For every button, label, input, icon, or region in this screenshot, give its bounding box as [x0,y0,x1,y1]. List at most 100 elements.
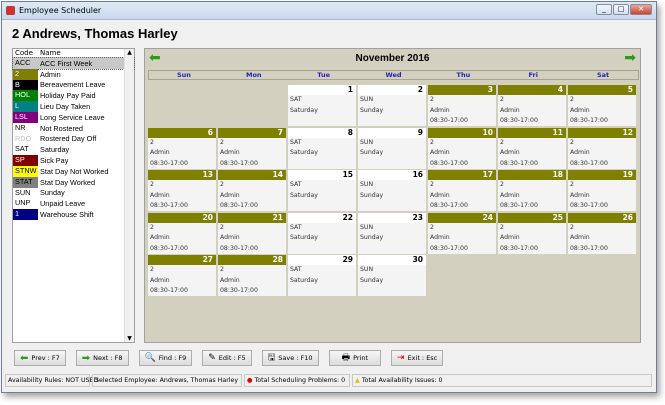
day-entry-line: 08:30-17:00 [570,244,608,252]
day-cell[interactable]: 23 SUN Sunday [358,212,426,254]
day-entry-line: Admin [500,234,520,241]
day-cell[interactable]: 7 2 Admin 08:30-17:00 [218,127,286,169]
prev-button[interactable]: ⬅ Prev : F7 [14,350,66,366]
day-cell[interactable]: 14 2 Admin 08:30-17:00 [218,170,286,211]
day-entry-line: Admin [150,149,170,156]
day-cell[interactable]: 16 SUN Sunday [358,170,426,211]
day-entry-line: SAT [290,223,302,231]
day-cell[interactable]: 2 SUN Sunday [358,85,426,126]
day-entry-line: 2 [430,223,434,231]
prev-label: Prev : F7 [31,354,60,362]
close-button[interactable]: ✕ [630,4,652,15]
weekday-label: Wed [385,71,402,79]
day-cell[interactable]: 8 SAT Saturday [288,127,356,169]
col-name[interactable]: Name [40,49,61,57]
day-cell[interactable]: 18 2 Admin 08:30-17:00 [498,170,566,211]
list-item[interactable]: L Lieu Day Taken [13,101,134,112]
day-number: 11 [498,127,566,138]
next-month-arrow-icon[interactable]: ➡ [624,50,636,66]
save-icon: 🖫 [267,353,276,363]
printer-icon: 🖶 [341,353,351,363]
day-number: 28 [218,255,286,265]
day-cell[interactable]: 15 SAT Saturday [288,170,356,211]
day-entry-line: Sunday [360,276,384,284]
day-entry-line: Saturday [290,191,318,199]
list-scrollbar[interactable]: ▲ ▼ [124,49,134,342]
day-cell[interactable]: 11 2 Admin 08:30-17:00 [498,127,566,169]
weekday-header: Sun Mon Tue Wed Thu Fri Sat [148,70,639,80]
item-code: SUN [13,187,38,199]
item-name: Stat Day Worked [40,177,96,187]
day-entry-line: Sunday [360,191,384,199]
prev-month-arrow-icon[interactable]: ⬅ [149,50,161,66]
day-number: 5 [568,85,636,95]
list-item[interactable]: SAT Saturday [13,144,134,156]
item-code: B [13,79,38,91]
day-cell[interactable]: 27 2 Admin 08:30-17:00 [148,255,216,296]
day-cell[interactable]: 22 SAT Saturday [288,212,356,254]
day-cell[interactable]: 3 2 Admin 08:30-17:00 [428,85,496,126]
save-button[interactable]: 🖫 Save : F10 [261,350,319,366]
day-cell[interactable]: 19 2 Admin 08:30-17:00 [568,170,636,211]
day-cell[interactable]: 13 2 Admin 08:30-17:00 [148,170,216,211]
day-cell[interactable]: 4 2 Admin 08:30-17:00 [498,85,566,126]
day-cell[interactable]: 30 SUN Sunday [358,255,426,296]
edit-button[interactable]: ✎ Edit : F5 [202,350,252,366]
day-entry-line: 2 [150,266,154,273]
list-item[interactable]: LSL Long Service Leave [13,111,134,123]
list-item[interactable]: HOL Holiday Pay Paid [13,90,134,102]
list-item[interactable]: NR Not Rostered [13,122,134,134]
day-entry-line: Saturday [290,106,318,114]
day-entry-line: SAT [290,181,302,188]
problems-text: Total Scheduling Problems: 0 [254,377,346,384]
day-number: 4 [498,85,566,95]
list-item[interactable]: ACC ACC First Week [12,57,135,70]
day-entry-line: SUN [360,138,374,146]
day-cell[interactable]: 25 2 Admin 08:30-17:00 [498,212,566,254]
day-cell[interactable]: 5 2 Admin 08:30-17:00 [568,85,636,126]
day-number: 2 [358,85,426,95]
day-cell[interactable]: 21 2 Admin 08:30-17:00 [218,212,286,254]
day-number: 29 [288,255,356,265]
status-issues: ▲ Total Availability Issues: 0 [352,374,652,387]
list-item[interactable]: B Bereavement Leave [13,79,134,91]
day-cell[interactable]: 29 SAT Saturday [288,255,356,296]
day-entry-line: 08:30-17:00 [570,117,608,124]
day-cell[interactable]: 1 SAT Saturday [288,85,356,126]
day-cell[interactable]: 6 2 Admin 08:30-17:00 [148,127,216,169]
day-cell[interactable]: 26 2 Admin 08:30-17:00 [568,212,636,254]
item-name: Sick Pay [40,156,69,166]
list-item[interactable]: RDO Rostered Day Off [13,133,134,145]
col-code[interactable]: Code [15,49,33,57]
list-item[interactable]: 2 Admin [13,68,134,80]
day-cell[interactable]: 17 2 Admin 08:30-17:00 [428,170,496,211]
list-item[interactable]: UNP Unpaid Leave [13,198,134,210]
find-button[interactable]: 🔍 Find : F9 [138,350,193,366]
maximize-button[interactable]: □ [613,4,629,15]
list-item[interactable]: SUN Sunday [13,187,134,199]
day-cell[interactable]: 28 2 Admin 08:30-17:00 [218,255,286,296]
exit-button[interactable]: ⇥ Exit : Esc [391,350,444,366]
list-item[interactable]: STAT Stat Day Worked [13,176,134,188]
list-item[interactable]: STNW Stat Day Not Worked [13,165,134,177]
exit-icon: ⇥ [397,353,405,363]
exit-label: Exit : Esc [407,354,438,362]
day-number: 9 [358,127,426,138]
status-rules: Availability Rules: NOT USED [5,374,98,387]
minimize-button[interactable]: _ [596,4,612,15]
list-item[interactable]: 1 Warehouse Shift [13,209,134,220]
day-cell[interactable]: 9 SUN Sunday [358,127,426,169]
print-button[interactable]: 🖶 Print [328,350,382,366]
day-cell[interactable]: 24 2 Admin 08:30-17:00 [428,212,496,254]
day-entry-line: 08:30-17:00 [150,159,188,167]
next-button[interactable]: ➡ Next : F8 [75,350,129,366]
item-name: Sunday [40,188,65,198]
status-bar: Availability Rules: NOT USED Selected Em… [5,374,655,387]
day-cell[interactable]: 10 2 Admin 08:30-17:00 [428,127,496,169]
day-cell[interactable]: 20 2 Admin 08:30-17:00 [148,212,216,254]
item-code: STNW [13,165,38,177]
list-item[interactable]: SP Sick Pay [13,155,134,166]
code-list[interactable]: Code Name ACC ACC First Week 2 Admin B Bereav… [12,48,135,343]
item-code: RDO [13,133,38,145]
day-cell[interactable]: 12 2 Admin 08:30-17:00 [568,127,636,169]
